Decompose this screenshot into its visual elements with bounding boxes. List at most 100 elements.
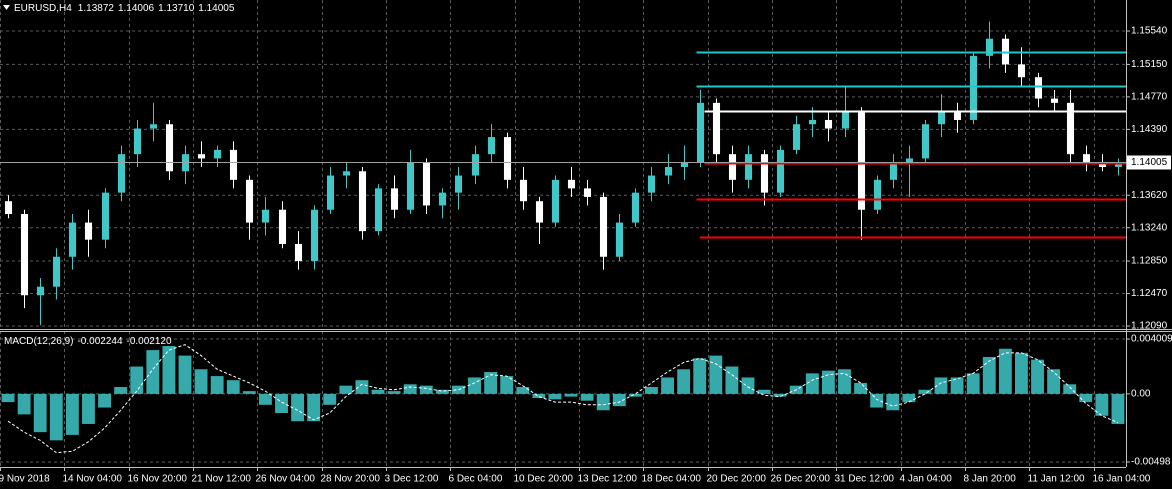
histogram-bar [242,391,256,394]
candle-body [406,162,415,210]
histogram-bar [1031,359,1044,394]
candle-body [294,243,303,262]
histogram-bar [886,393,900,411]
candle-body [149,124,158,129]
histogram-bar [564,393,578,397]
histogram-bar [323,393,337,405]
x-tick-label: 28 Nov 20:00 [321,474,381,485]
histogram-bar [693,358,707,394]
histogram-bar [419,385,433,394]
chart-header: EURUSD,H4 1.13872 1.14006 1.13710 1.14005 [14,3,235,14]
candle-body [197,154,206,159]
histogram-bar [468,377,481,394]
histogram-bar [1111,393,1125,424]
current-price-label: 1.14005 [1131,157,1168,168]
quote-value: 1.13710 [158,3,195,14]
candle-body [471,154,480,176]
histogram-bar [307,393,321,422]
x-tick-label: 8 Jan 20:00 [964,474,1017,485]
candle-body [873,179,882,210]
quote-value: 1.14006 [118,3,155,14]
histogram-bar [532,393,546,398]
x-tick-label: 13 Dec 12:00 [578,474,638,485]
candle-body [857,111,866,210]
histogram-bar [435,389,449,394]
candle-body [535,201,544,223]
histogram-bar [403,384,417,394]
candle-body [551,179,560,223]
x-tick-label: 4 Jan 04:00 [900,474,953,485]
y-tick-label: 1.14770 [1131,92,1168,103]
y-tick-label: 0.00 [1131,389,1151,400]
histogram-bar [902,393,916,403]
candle-body [213,149,222,159]
candle-body [20,214,29,296]
candle-body [664,166,673,176]
histogram-bar [1,393,15,403]
histogram-bar [162,346,176,394]
histogram-bar [1047,369,1061,394]
candle-body [824,119,833,129]
candle-body [696,102,705,163]
y-tick-label: 1.12470 [1131,288,1168,299]
candle-body [36,286,45,296]
candle-body [712,102,721,155]
candle-body [1017,64,1026,78]
histogram-bar [98,393,111,408]
candle-body [1066,102,1075,155]
histogram-bar [628,393,642,397]
x-tick-label: 3 Dec 12:00 [385,474,439,485]
histogram-bar [1015,352,1028,394]
histogram-bar [339,385,353,394]
candle-body [953,111,962,120]
chart-title: EURUSD,H4 [14,3,72,14]
quote-value: 1.13872 [78,3,115,14]
candle-body [310,209,319,262]
y-tick-label: 1.15150 [1131,59,1168,70]
candle-body [454,175,463,193]
candle-body [278,209,287,244]
candle-body [728,154,737,180]
histogram-bar [580,393,594,401]
candle-body [969,55,978,120]
histogram-bar [645,387,658,394]
x-tick-label: 16 Nov 20:00 [128,474,188,485]
histogram-bar [725,366,739,394]
indicator-title: MACD(12,26,9) [4,336,73,347]
x-tick-label: 9 Nov 2018 [0,474,50,485]
candle-body [937,111,946,125]
candle-body [1098,162,1107,167]
histogram-bar [49,393,63,441]
candle-body [84,222,93,240]
signal-line [7,344,1119,454]
histogram-bar [934,377,948,394]
x-tick-label: 20 Dec 20:00 [707,474,767,485]
histogram-bar [612,393,626,407]
y-tick-label: 0.004009 [1131,334,1172,345]
candle-body [390,188,399,210]
candle-body [519,179,528,202]
x-tick-label: 18 Dec 04:00 [642,474,702,485]
histogram-bar [226,380,240,394]
histogram-bar [677,369,691,394]
histogram-bar [1095,393,1109,416]
candle-body [165,124,174,172]
histogram-bar [805,373,819,394]
candle-body [503,137,512,180]
candle-body [101,192,110,240]
y-tick-label: 1.13240 [1131,222,1168,233]
histogram-bar [998,348,1012,394]
histogram-bar [854,382,868,394]
quote-value: 1.14005 [198,3,235,14]
candle-body [438,192,447,206]
candle-body [792,124,801,150]
symbol-menu-icon[interactable] [3,5,10,10]
candle-body [744,154,753,180]
histogram-bar [65,393,79,435]
x-tick-label: 31 Dec 12:00 [835,474,895,485]
candle-body [985,38,994,56]
histogram-bar [773,393,787,397]
candle-body [358,171,367,232]
